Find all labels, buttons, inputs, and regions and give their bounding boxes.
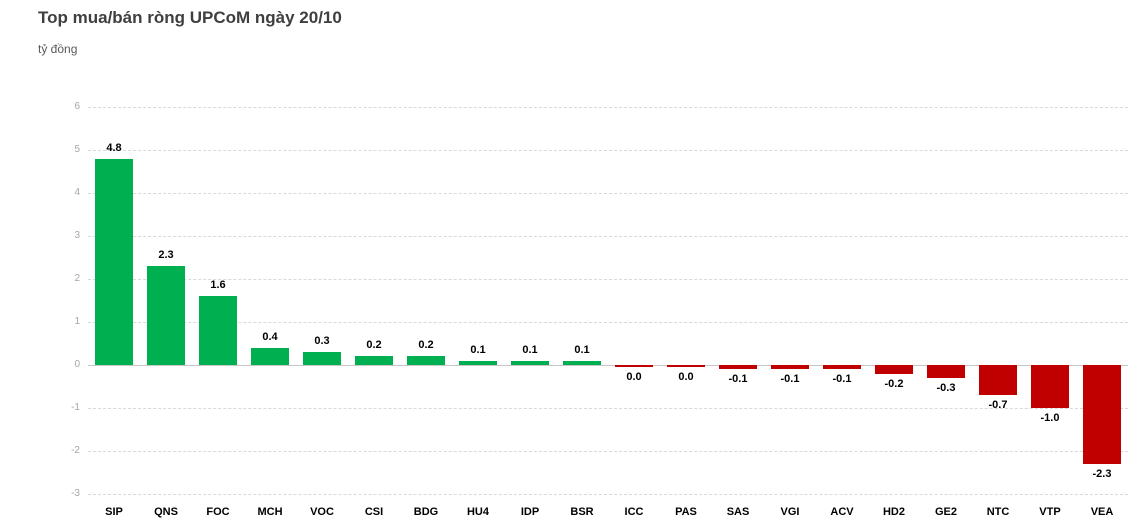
y-axis-tick-label: 3	[74, 230, 80, 241]
x-axis-label-sip: SIP	[105, 506, 123, 518]
value-label-qns: 2.3	[158, 249, 174, 262]
bar-csi	[355, 356, 393, 365]
bar-acv	[823, 365, 861, 370]
x-axis-label-foc: FOC	[206, 506, 230, 518]
bar-ntc	[979, 365, 1017, 396]
x-axis-label-ntc: NTC	[986, 506, 1010, 518]
value-label-bsr: 0.1	[574, 343, 590, 356]
bar-foc	[199, 296, 237, 365]
bar-sip	[95, 158, 133, 365]
value-label-vtp: -1.0	[1040, 412, 1060, 424]
zero-axis-line	[88, 365, 1128, 366]
value-label-acv: -0.1	[832, 373, 852, 386]
x-axis-label-mch: MCH	[257, 506, 283, 518]
x-axis-label-hu4: HU4	[466, 506, 489, 518]
gridline	[88, 408, 1128, 409]
gridline	[88, 322, 1128, 323]
value-label-foc: 1.6	[210, 279, 226, 292]
bar-qns	[147, 266, 185, 365]
bar-hd2	[875, 365, 913, 374]
bar-hu4	[459, 360, 497, 365]
y-axis-tick-label: -1	[71, 402, 80, 413]
gridline	[88, 193, 1128, 194]
value-label-bdg: 0.2	[418, 339, 434, 352]
y-axis-tick-label: 2	[74, 273, 80, 284]
gridline	[88, 107, 1128, 108]
x-axis-label-acv: ACV	[830, 506, 854, 518]
x-axis-label-sas: SAS	[726, 506, 750, 518]
bar-bdg	[407, 356, 445, 365]
x-axis-label-vgi: VGI	[780, 506, 800, 518]
y-axis-tick-label: -2	[71, 445, 80, 456]
value-label-icc: 0.0	[626, 370, 642, 383]
bar-bsr	[563, 360, 601, 365]
value-label-ntc: -0.7	[988, 399, 1008, 412]
value-label-hd2: -0.2	[884, 377, 904, 390]
bar-ge2	[927, 365, 965, 378]
x-axis-label-ge2: GE2	[934, 506, 957, 518]
value-label-csi: 0.2	[366, 339, 382, 352]
value-label-ge2: -0.3	[936, 381, 956, 394]
y-axis-tick-label: 4	[74, 187, 80, 198]
gridline	[88, 150, 1128, 151]
gridline	[88, 451, 1128, 452]
x-axis-label-pas: PAS	[675, 506, 697, 518]
value-label-sas: -0.1	[728, 373, 748, 386]
gridline	[88, 279, 1128, 280]
x-axis-label-vea: VEA	[1090, 506, 1114, 518]
x-axis-label-vtp: VTP	[1039, 506, 1061, 518]
value-label-vea: -2.3	[1092, 467, 1112, 480]
value-label-hu4: 0.1	[470, 343, 486, 356]
y-axis-tick-label: 0	[74, 359, 80, 370]
x-axis-label-idp: IDP	[520, 506, 540, 518]
x-axis-label-bdg: BDG	[413, 506, 439, 518]
bar-mch	[251, 347, 289, 365]
x-axis-label-hd2: HD2	[882, 506, 905, 518]
gridline	[88, 236, 1128, 237]
x-axis-label-bsr: BSR	[570, 506, 594, 518]
bar-idp	[511, 360, 549, 365]
gridline	[88, 494, 1128, 495]
bar-vgi	[771, 365, 809, 370]
chart-title: Top mua/bán ròng UPCoM ngày 20/10	[38, 8, 342, 27]
x-axis-label-icc: ICC	[624, 506, 644, 518]
bar-pas	[667, 365, 705, 367]
x-axis-label-qns: QNS	[154, 506, 178, 518]
y-axis-tick-label: 6	[74, 101, 80, 112]
value-label-voc: 0.3	[314, 335, 330, 348]
axis-unit-label: tỷ đồng	[38, 42, 78, 56]
bar-voc	[303, 352, 341, 365]
value-label-idp: 0.1	[522, 343, 538, 356]
bar-chart-plot-area: 6 5 4 3 2 1 0 -1 -2 -3 4.8 SIP 2.3 QNS 1.6 FOC 0.4 MCH 0.3…	[71, 101, 1128, 518]
bar-icc	[615, 365, 653, 367]
value-label-mch: 0.4	[262, 330, 278, 343]
value-label-pas: 0.0	[678, 370, 694, 383]
bar-sas	[719, 365, 757, 370]
y-axis-tick-label: 5	[74, 144, 80, 155]
value-label-sip: 4.8	[106, 141, 122, 154]
bar-vtp	[1031, 365, 1069, 408]
bar-vea	[1083, 365, 1121, 464]
y-axis-tick-label: 1	[74, 316, 80, 327]
y-axis-tick-label: -3	[71, 488, 80, 499]
x-axis-label-voc: VOC	[310, 506, 334, 518]
value-label-vgi: -0.1	[780, 373, 800, 386]
x-axis-label-csi: CSI	[364, 506, 384, 518]
